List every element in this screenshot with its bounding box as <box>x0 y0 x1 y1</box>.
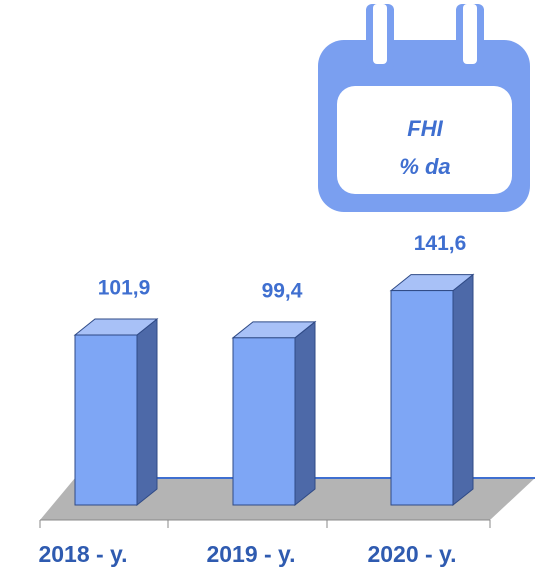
bar-side <box>452 273 474 507</box>
calendar-icon <box>318 4 530 212</box>
x-tick-label: 2020 - y. <box>367 541 456 567</box>
bar-side <box>294 320 316 507</box>
chart-subtitle: % da <box>399 154 450 179</box>
value-label: 101,9 <box>98 277 151 300</box>
bar <box>389 273 475 507</box>
bar-front <box>232 337 296 506</box>
x-tick-label: 2018 - y. <box>38 541 127 567</box>
x-tick-label: 2019 - y. <box>206 541 295 567</box>
chart-title: FHI <box>407 116 443 141</box>
bar-side <box>136 317 158 507</box>
value-label: 141,6 <box>414 232 467 255</box>
bar <box>73 317 159 507</box>
bar-front <box>74 334 138 506</box>
bar-front <box>390 290 454 506</box>
axis-ticks <box>39 520 491 528</box>
bar <box>231 320 317 507</box>
value-label: 99,4 <box>262 279 303 302</box>
